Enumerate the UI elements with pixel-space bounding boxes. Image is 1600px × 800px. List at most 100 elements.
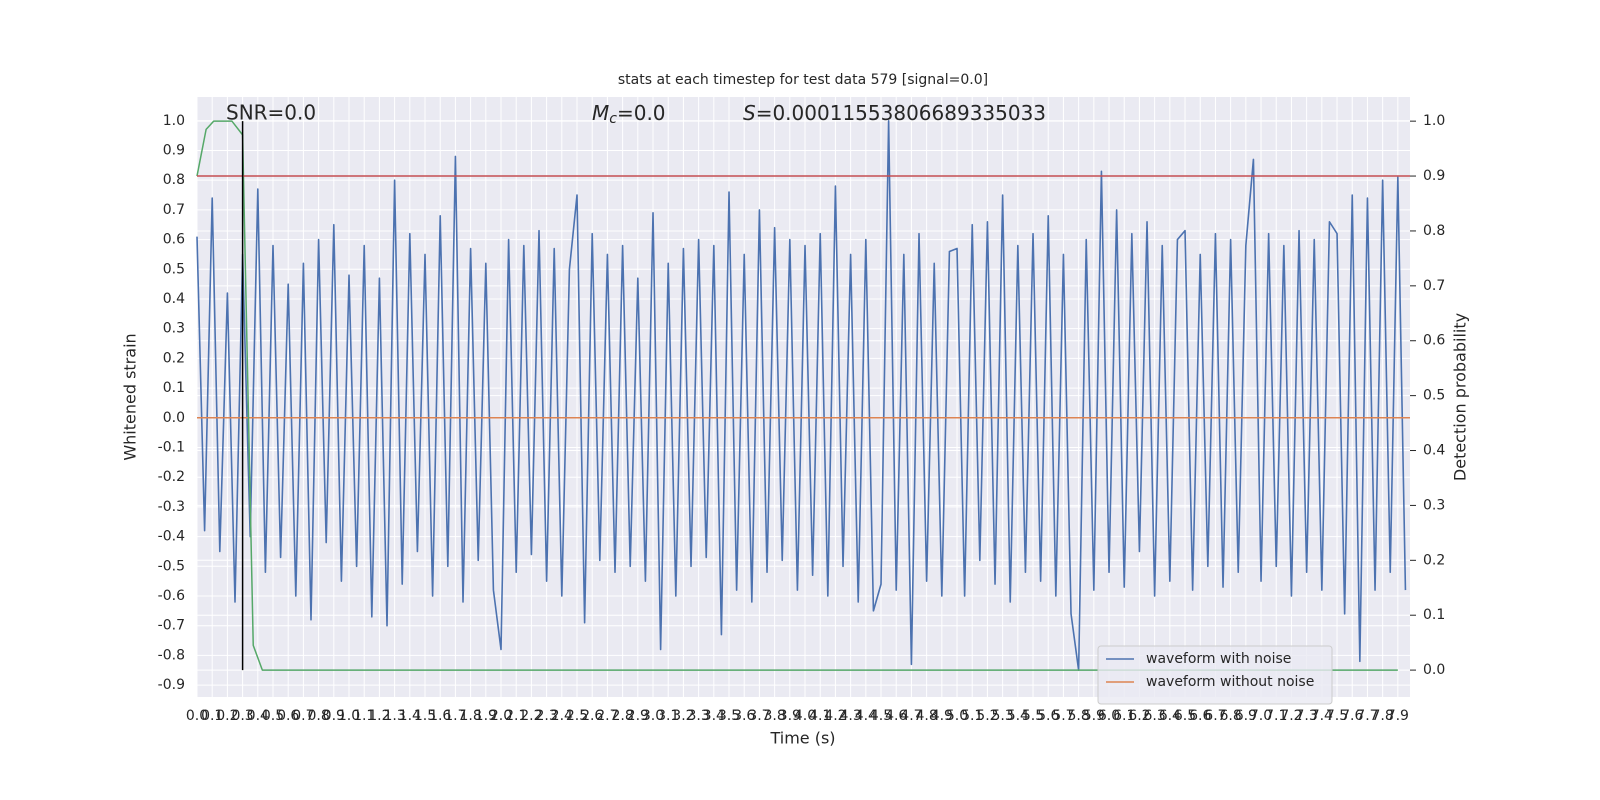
y-axis-label: Whitened strain (121, 333, 140, 460)
x-tick-label: 7.6 (1341, 708, 1363, 724)
x-tick-label: 4.9 (931, 708, 953, 724)
series-line (196, 120, 1398, 671)
x-tick-label: 6.3 (1143, 708, 1165, 724)
y-tick-label: -0.2 (158, 469, 185, 485)
x-tick-label: 2.4 (551, 708, 573, 724)
y-tick-label: -0.3 (158, 499, 185, 515)
chart-title: stats at each timestep for test data 579… (618, 72, 988, 88)
x-tick-label: 3.0 (642, 708, 664, 724)
x-tick-label: 1.5 (414, 708, 436, 724)
x-tick-label: 4.4 (855, 708, 877, 724)
y-tick-label: 0.7 (163, 202, 185, 218)
x-tick-label: 2.7 (596, 708, 618, 724)
x-tick-label: 4.1 (809, 708, 831, 724)
y2-tick-label: 0.1 (1423, 607, 1445, 623)
x-tick-label: 4.3 (839, 708, 861, 724)
x-tick-label: 4.0 (794, 708, 816, 724)
x-tick-label: 1.2 (368, 708, 390, 724)
x-tick-label: 3.2 (672, 708, 694, 724)
x-tick-label: 5.4 (1007, 708, 1029, 724)
x-tick-label: 5.5 (1022, 708, 1044, 724)
x-tick-label: 3.9 (779, 708, 801, 724)
x-tick-label: 4.6 (885, 708, 907, 724)
x-tick-label: 0.4 (247, 708, 269, 724)
x-tick-label: 3.6 (733, 708, 755, 724)
y-tick-label: 0.6 (163, 232, 185, 248)
annotation: S=0.00011553806689335033 (743, 101, 1046, 125)
x-tick-label: 0.8 (307, 708, 329, 724)
x-tick-label: 1.1 (353, 708, 375, 724)
y2-tick-label: 0.8 (1423, 223, 1445, 239)
x-tick-label: 7.9 (1387, 708, 1409, 724)
legend: waveform with noise waveform without nois… (1097, 645, 1333, 705)
x-tick-label: 4.2 (824, 708, 846, 724)
x-tick-label: 1.0 (338, 708, 360, 724)
y-tick-label: 0.3 (163, 321, 185, 337)
y-tick-label: 0.8 (163, 172, 185, 188)
y2-tick-label: 1.0 (1423, 113, 1445, 129)
y-tick-label: 1.0 (163, 113, 185, 129)
x-tick-label: 4.5 (870, 708, 892, 724)
x-axis-label: Time (s) (769, 729, 835, 748)
y2-axis-label: Detection probability (1451, 313, 1470, 481)
x-tick-label: 1.8 (459, 708, 481, 724)
annotation: Mc=0.0 (592, 101, 666, 128)
x-tick-label: 2.9 (627, 708, 649, 724)
x-tick-label: 3.5 (718, 708, 740, 724)
y2-tick-label: 0.9 (1423, 168, 1445, 184)
x-tick-label: 0.7 (292, 708, 314, 724)
y-tick-label: -0.6 (158, 588, 185, 604)
x-tick-label: 7.4 (1311, 708, 1333, 724)
y-tick-label: 0.5 (163, 261, 185, 277)
annotation-text: =0.0 (617, 101, 666, 125)
y2-tick-label: 0.2 (1423, 552, 1445, 568)
x-tick-label: 1.7 (444, 708, 466, 724)
y-tick-label: 0.9 (163, 142, 185, 158)
x-tick-label: 5.6 (1037, 708, 1059, 724)
x-tick-label: 6.0 (1098, 708, 1120, 724)
x-tick-label: 5.7 (1052, 708, 1074, 724)
y-tick-label: -0.7 (158, 618, 185, 634)
marks (196, 119, 1410, 672)
x-tick-label: 4.8 (915, 708, 937, 724)
x-tick-label: 6.2 (1128, 708, 1150, 724)
y2-tick-label: 0.0 (1423, 662, 1445, 678)
x-tick-label: 7.2 (1280, 708, 1302, 724)
x-tick-label: 7.7 (1356, 708, 1378, 724)
x-tick-label: 3.8 (763, 708, 785, 724)
y2-tick-label: 0.3 (1423, 497, 1445, 513)
x-tick-label: 4.7 (900, 708, 922, 724)
y-tick-label: -0.1 (158, 439, 185, 455)
x-tick-label: 2.8 (611, 708, 633, 724)
x-tick-label: 7.0 (1250, 708, 1272, 724)
y-tick-label: -0.4 (158, 529, 185, 545)
x-tick-label: 5.2 (976, 708, 998, 724)
x-tick-label: 0.0 (186, 708, 208, 724)
y-tick-label: 0.0 (163, 410, 185, 426)
y-tick-label: 0.2 (163, 350, 185, 366)
annotation-text: =0.00011553806689335033 (756, 101, 1046, 125)
x-tick-label: 7.3 (1296, 708, 1318, 724)
x-tick-label: 6.5 (1174, 708, 1196, 724)
x-tick-label: 2.6 (581, 708, 603, 724)
y-tick-label: 0.4 (163, 291, 185, 307)
x-tick-label: 6.9 (1235, 708, 1257, 724)
y2-tick-label: 0.7 (1423, 278, 1445, 294)
x-tick-label: 0.3 (231, 708, 253, 724)
x-tick-label: 1.3 (383, 708, 405, 724)
annotation: SNR=0.0 (226, 101, 316, 125)
x-tick-label: 0.2 (216, 708, 238, 724)
legend-box (1097, 645, 1333, 705)
x-tick-label: 0.6 (277, 708, 299, 724)
y2-tick-label: 0.6 (1423, 333, 1445, 349)
x-tick-label: 6.6 (1189, 708, 1211, 724)
annotation-symbol: S (743, 101, 756, 125)
x-tick-label: 3.4 (703, 708, 725, 724)
x-tick-label: 0.5 (262, 708, 284, 724)
legend-label: waveform without noise (1146, 674, 1314, 690)
x-tick-label: 1.9 (475, 708, 497, 724)
annotation-symbol: M (592, 101, 609, 125)
x-tick-label: 6.7 (1204, 708, 1226, 724)
legend-label: waveform with noise (1146, 651, 1291, 667)
x-tick-label: 2.2 (520, 708, 542, 724)
